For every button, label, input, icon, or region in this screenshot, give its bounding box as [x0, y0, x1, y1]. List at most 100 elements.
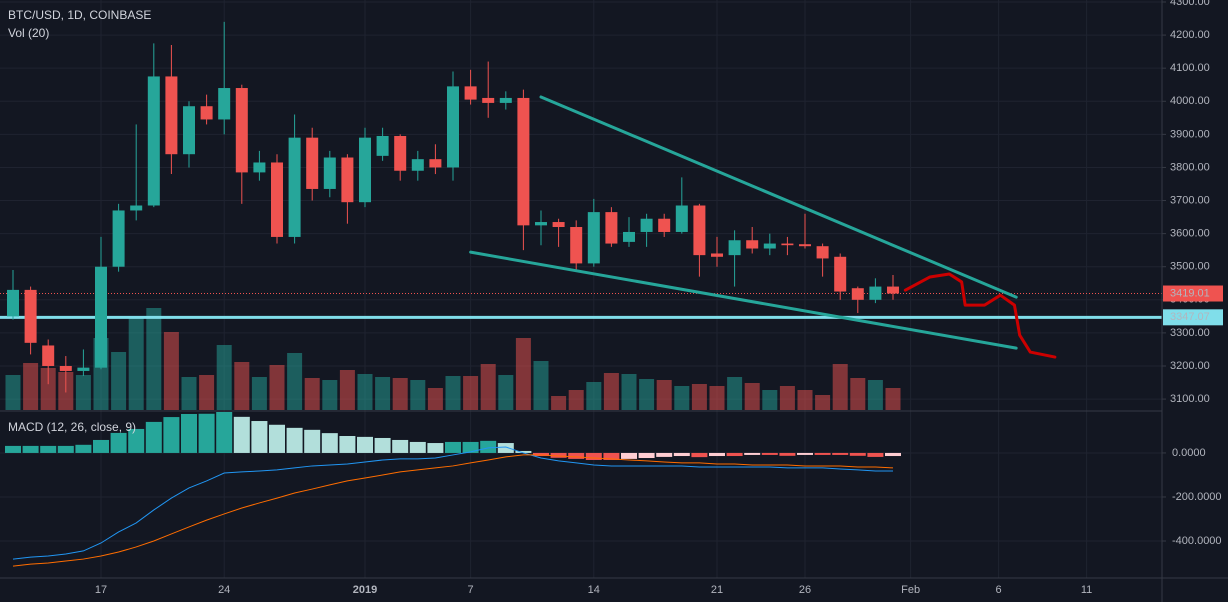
candle-body — [570, 227, 583, 264]
macd-histogram-bar — [656, 452, 673, 457]
macd-histogram-bar — [445, 441, 461, 453]
macd-histogram-bar — [515, 450, 532, 453]
y-tick-label: 4300.00 — [1170, 0, 1210, 8]
candle-body — [499, 97, 512, 103]
macd-histogram-bar — [409, 441, 426, 453]
candle-body — [693, 205, 706, 256]
candle-body — [147, 76, 160, 206]
candle-body — [482, 97, 495, 103]
macd-histogram-bar — [744, 452, 761, 455]
macd-histogram-bar — [145, 421, 162, 453]
volume-bar — [815, 395, 831, 410]
macd-histogram-bar — [621, 452, 637, 459]
candle-body — [799, 244, 811, 247]
candle-body — [816, 246, 829, 259]
volume-bar — [23, 363, 39, 410]
volume-bar — [5, 375, 21, 410]
macd-histogram-bar — [603, 452, 620, 460]
candle-body — [200, 106, 213, 120]
candle-body — [623, 231, 635, 242]
candle-body — [24, 289, 37, 343]
candle-body — [183, 106, 195, 155]
candle-body — [130, 205, 143, 211]
macd-histogram-bar — [304, 429, 321, 453]
volume-bar — [797, 390, 813, 410]
candle-body — [640, 218, 653, 232]
candle-body — [165, 76, 178, 155]
candle-body — [658, 218, 671, 232]
volume-bar — [551, 396, 567, 410]
candle-body — [376, 136, 389, 156]
candle-body — [323, 157, 336, 189]
macd-histogram-bar — [392, 439, 409, 453]
macd-histogram-bar — [497, 443, 514, 453]
volume-bar — [269, 365, 285, 410]
macd-histogram-bar — [480, 440, 497, 453]
volume-bar — [234, 362, 250, 410]
volume-bar — [480, 364, 496, 410]
drawing — [903, 272, 1057, 359]
chart-title: BTC/USD, 1D, COINBASE — [8, 8, 151, 22]
y-tick-label: 4200.00 — [1170, 29, 1210, 41]
macd-histogram-bar — [374, 437, 391, 453]
volume-bar — [832, 364, 848, 410]
line-price-box — [1163, 309, 1223, 326]
volume-bar — [75, 375, 91, 410]
volume-bar — [515, 338, 531, 410]
macd-histogram-bar — [779, 452, 796, 456]
macd-histogram-bar — [357, 436, 373, 453]
volume-bar — [199, 375, 215, 410]
volume-layer — [5, 308, 901, 410]
candle-body — [394, 136, 407, 171]
candle-body — [7, 289, 19, 317]
volume-bar — [621, 374, 637, 410]
macd-histogram-bar — [251, 421, 268, 453]
candle-body — [711, 253, 723, 257]
macd-histogram-bar — [761, 452, 778, 455]
macd-histogram-bar — [427, 443, 444, 453]
candle-body — [552, 222, 565, 228]
candle-body — [834, 256, 847, 292]
candle-body — [887, 286, 899, 294]
macd-histogram-bar — [233, 416, 250, 453]
y-tick-label: 3500.00 — [1170, 261, 1210, 273]
last-price-box — [1163, 285, 1223, 302]
candle-body — [869, 286, 882, 300]
x-tick-label: 26 — [799, 584, 811, 596]
candle-body — [851, 288, 864, 300]
candle-body — [77, 367, 90, 371]
volume-bar — [727, 377, 743, 410]
axis-layer: 17 24 2019 7 14 21 26 Feb 6 11 3100.00 3200.00 3300.… — [95, 0, 1223, 596]
macd-histogram-bar — [814, 452, 831, 455]
macd-histogram-bar — [832, 452, 849, 455]
candle-body — [411, 159, 424, 171]
volume-bar — [885, 388, 901, 410]
candle-body — [112, 210, 125, 267]
candle-body — [763, 243, 776, 249]
line-price-label: 3347.07 — [1170, 311, 1210, 323]
y-tick-label: -400.0000 — [1172, 535, 1222, 547]
macd-line — [12, 446, 893, 560]
volume-bar — [568, 390, 584, 410]
volume-bar — [40, 368, 56, 410]
volume-bar — [445, 376, 461, 410]
x-tick-label: 14 — [588, 584, 600, 596]
macd-histogram-bar — [22, 445, 39, 453]
candle-body — [95, 266, 107, 368]
volume-bar — [322, 380, 338, 410]
y-tick-label: 3700.00 — [1170, 194, 1210, 206]
y-tick-label: 3800.00 — [1170, 161, 1210, 173]
candle-body — [605, 212, 618, 244]
macd-title: MACD (12, 26, close, 9) — [8, 420, 136, 434]
macd-histogram-bar — [110, 432, 127, 453]
volume-bar — [867, 380, 883, 410]
macd-histogram-bar — [885, 452, 901, 457]
volume-bar — [779, 386, 795, 410]
drawing — [539, 95, 1018, 299]
last-price-label: 3419.01 — [1170, 287, 1210, 299]
volume-bar — [375, 377, 391, 410]
candle-body — [464, 86, 477, 100]
volume-bar — [586, 382, 602, 410]
volume-bar — [603, 373, 619, 410]
